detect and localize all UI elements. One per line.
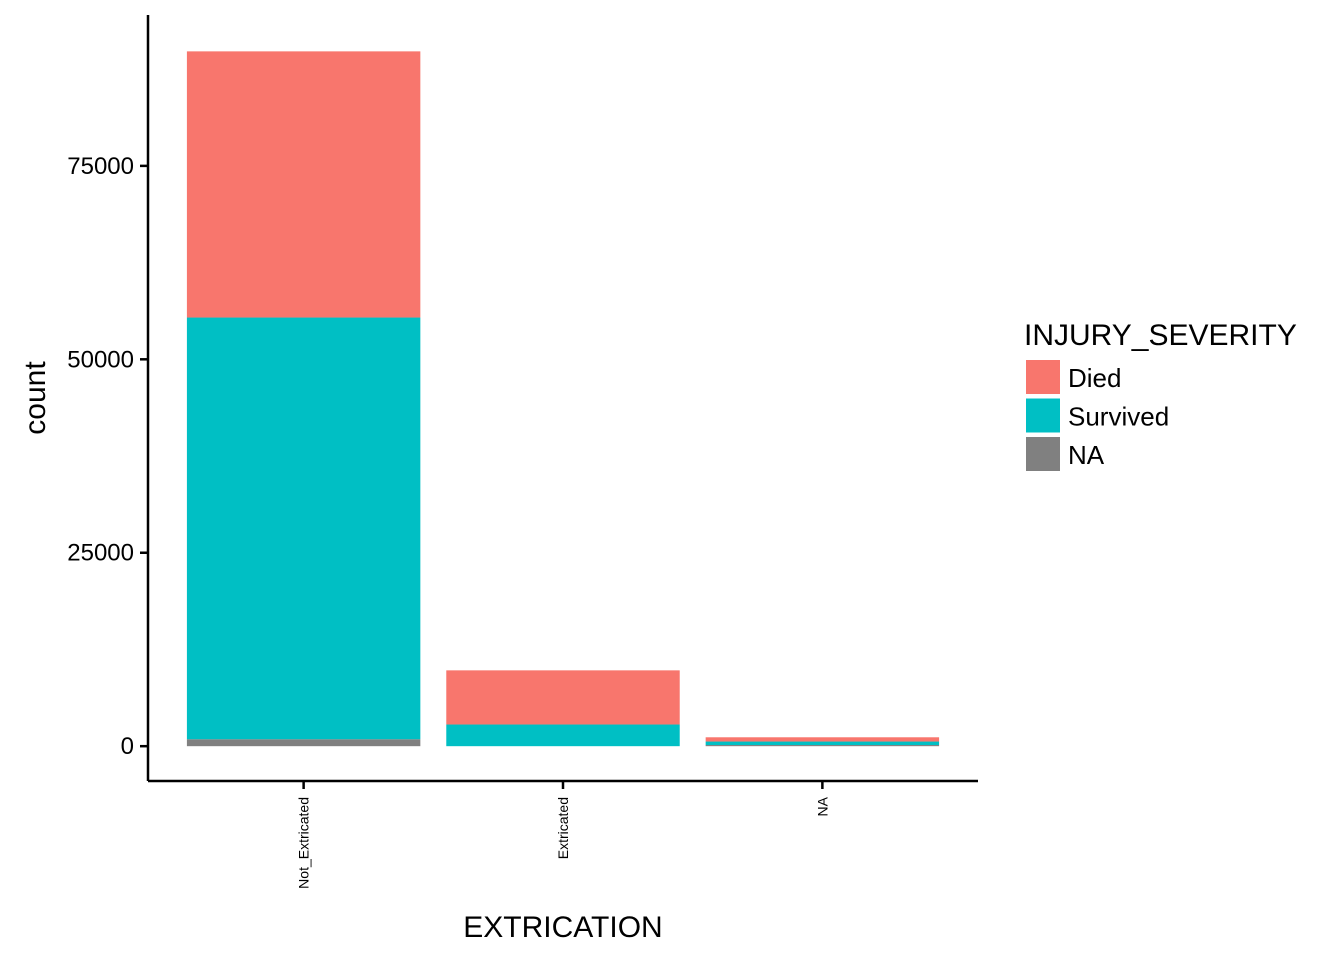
x-tick-label: Not_Extricated — [296, 797, 312, 889]
y-tick-label: 75000 — [67, 153, 134, 180]
legend-label-survived: Survived — [1068, 402, 1169, 432]
legend: INJURY_SEVERITY Died Survived NA — [1024, 319, 1297, 471]
legend-swatch-survived — [1026, 398, 1060, 433]
x-axis-title: EXTRICATION — [463, 911, 662, 944]
y-tick-label: 0 — [121, 733, 134, 760]
bar-not-extricated-na — [186, 739, 421, 747]
legend-swatch-na — [1026, 437, 1060, 471]
y-tick-label: 50000 — [67, 346, 134, 373]
legend-title: INJURY_SEVERITY — [1024, 319, 1297, 352]
legend-label-na: NA — [1068, 440, 1105, 470]
bar-na-survived — [705, 741, 940, 746]
legend-swatch-died — [1026, 360, 1060, 394]
bar-extricated-died — [446, 670, 680, 725]
bars — [186, 51, 940, 747]
x-axis: Not_Extricated Extricated NA — [148, 779, 978, 889]
bar-extricated-survived — [446, 724, 680, 747]
x-tick-label: Extricated — [555, 797, 571, 859]
bar-na-died — [705, 737, 940, 742]
y-axis: 0 25000 50000 75000 — [67, 15, 150, 781]
legend-label-died: Died — [1068, 363, 1121, 393]
y-tick-label: 25000 — [67, 540, 134, 567]
bar-na-na — [705, 745, 940, 747]
y-axis-title: count — [19, 361, 52, 435]
bar-not-extricated-died — [186, 51, 421, 318]
x-tick-label: NA — [814, 796, 830, 816]
bar-not-extricated-survived — [186, 317, 421, 740]
